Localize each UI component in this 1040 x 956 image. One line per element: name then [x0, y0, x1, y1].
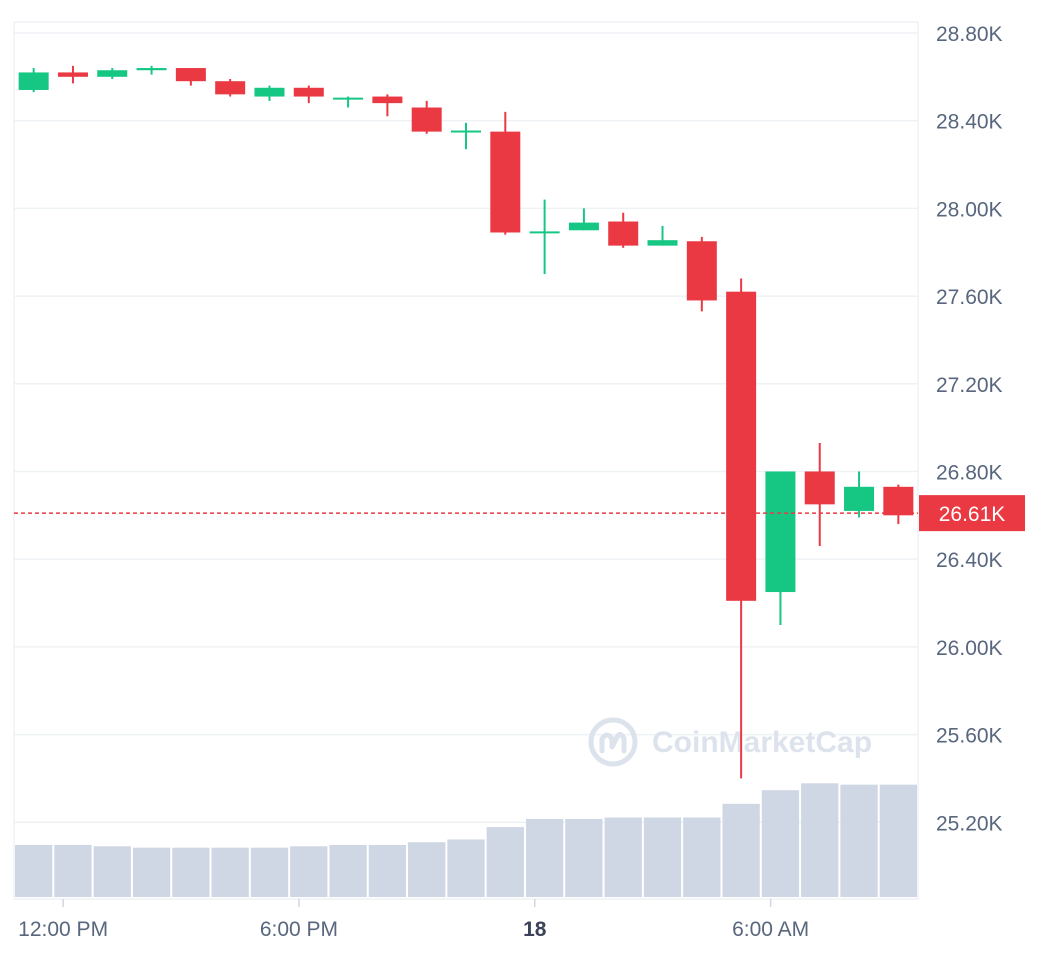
candle: [686, 236, 717, 312]
candle-body: [136, 68, 167, 71]
y-tick-label: 28.80K: [936, 23, 1003, 46]
candle: [372, 94, 403, 117]
candle-body: [254, 87, 285, 97]
candle-body: [215, 81, 246, 95]
volume-bar: [172, 847, 210, 897]
volume-bar: [840, 784, 878, 897]
candle-body: [608, 221, 639, 246]
candle: [490, 111, 521, 235]
candles: [18, 65, 914, 779]
candle-body: [529, 231, 560, 234]
candle: [844, 471, 875, 518]
x-tick-label: 6:00 AM: [732, 918, 809, 941]
volume-bar: [801, 783, 839, 897]
volume-bar: [15, 844, 53, 897]
x-tick-label: 18: [523, 918, 547, 941]
watermark-text: CoinMarketCap: [652, 726, 872, 759]
candle: [451, 122, 481, 150]
volume-bar: [93, 846, 131, 897]
volume-bar: [683, 817, 721, 897]
x-tick-label: 6:00 PM: [260, 918, 338, 941]
candle: [883, 484, 914, 525]
volume-bar: [486, 827, 524, 897]
volume-bar: [408, 842, 446, 897]
current-price-line: 26.61K: [14, 495, 1025, 532]
volume-bar: [290, 846, 328, 897]
volume-bar: [643, 817, 682, 897]
candle: [568, 208, 599, 231]
candle-body: [175, 68, 206, 82]
candle: [647, 225, 678, 246]
candle-body: [686, 241, 717, 301]
candle-body: [57, 72, 88, 77]
volume-bar: [329, 844, 367, 897]
candle-body: [333, 97, 364, 100]
candle: [175, 68, 206, 86]
volume-bar: [722, 803, 760, 897]
candle-body: [411, 107, 442, 132]
volume-bar: [250, 847, 289, 897]
y-tick-label: 25.60K: [936, 725, 1003, 748]
current-price-label: 26.61K: [939, 503, 1006, 526]
candle-body: [568, 222, 599, 231]
candle: [97, 68, 128, 80]
volume-bars: [15, 783, 917, 897]
candle: [765, 471, 796, 625]
candle-body: [647, 240, 678, 246]
y-tick-label: 26.80K: [936, 461, 1003, 484]
volume-bar: [565, 818, 603, 897]
candle-body: [372, 96, 403, 104]
volume-bar: [211, 847, 249, 897]
candle: [254, 85, 285, 101]
y-tick-label: 25.20K: [936, 812, 1003, 835]
candle: [529, 199, 560, 275]
plot-frame: [13, 21, 919, 900]
candle: [411, 100, 442, 134]
candle-body: [293, 87, 324, 97]
candle-body: [844, 486, 875, 511]
volume-bar: [447, 839, 485, 897]
volume-bar: [604, 817, 642, 897]
candle-body: [804, 471, 835, 505]
candle: [333, 96, 364, 108]
volume-bar: [54, 844, 92, 897]
candle-body: [451, 130, 481, 133]
y-axis: 28.80K 28.40K 28.00K 27.60K 27.20K 26.80K 26.4…: [936, 23, 1003, 835]
y-tick-label: 26.00K: [936, 637, 1003, 660]
candle: [57, 65, 88, 84]
x-axis: 12:00 PM 6:00 PM 18 6:00 AM: [18, 899, 809, 941]
coinmarketcap-logo-icon: [588, 717, 638, 767]
candle-body: [97, 70, 128, 77]
candle: [804, 442, 835, 547]
volume-bar: [761, 790, 800, 897]
candle-body: [726, 291, 757, 601]
grid-lines: [13, 21, 919, 900]
volume-bar: [525, 818, 564, 897]
candle: [215, 79, 246, 97]
volume-bar: [132, 847, 171, 897]
x-tick-label: 12:00 PM: [18, 918, 108, 941]
current-price-tag: [919, 495, 1025, 532]
y-tick-label: 27.20K: [936, 374, 1003, 397]
y-tick-label: 27.60K: [936, 286, 1003, 309]
y-tick-label: 26.40K: [936, 549, 1003, 572]
candle-body: [883, 486, 914, 516]
candle: [18, 68, 49, 93]
candle: [726, 278, 757, 779]
y-tick-label: 28.00K: [936, 198, 1003, 221]
candle-body: [18, 72, 49, 90]
watermark: CoinMarketCap: [588, 717, 872, 767]
candle: [608, 212, 639, 248]
volume-bar: [368, 844, 407, 897]
candle: [293, 85, 324, 104]
y-tick-label: 28.40K: [936, 111, 1003, 134]
candle-body: [765, 471, 796, 593]
volume-bar: [879, 784, 917, 897]
candle: [136, 65, 167, 75]
candle-body: [490, 131, 521, 233]
